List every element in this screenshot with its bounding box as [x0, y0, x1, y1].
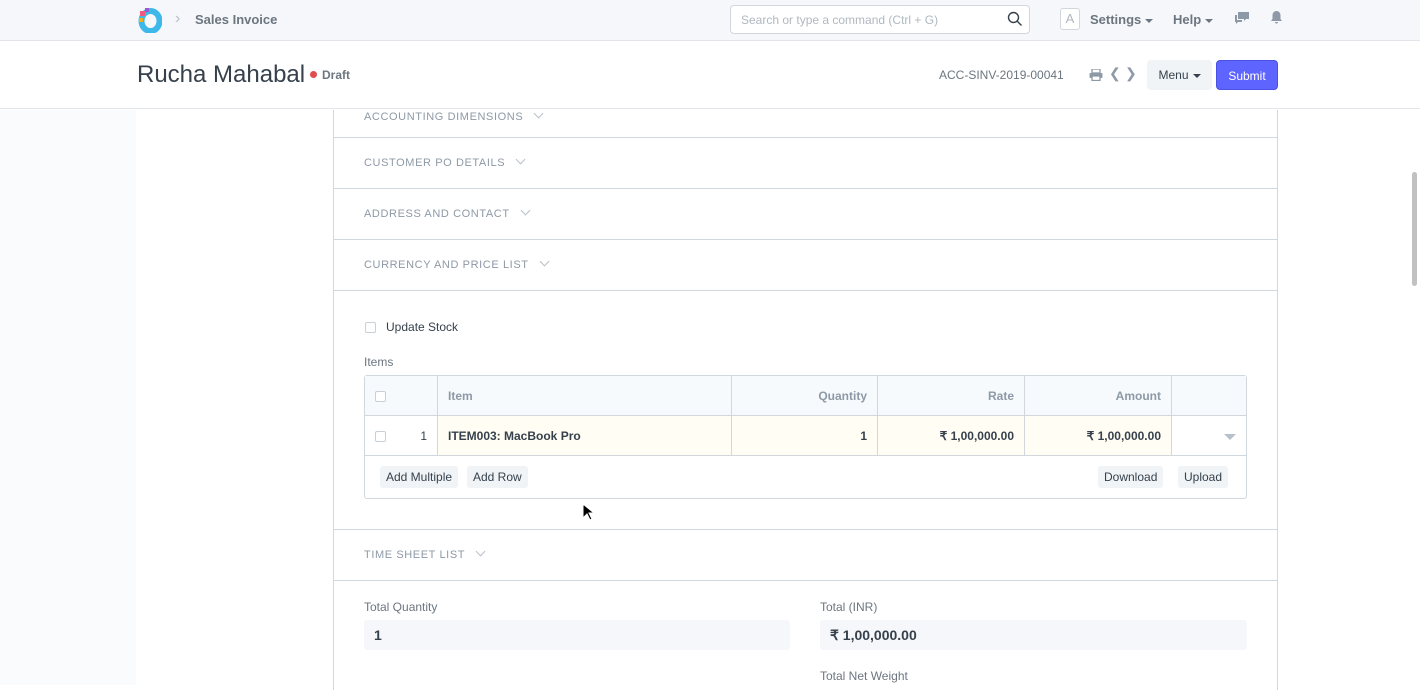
app-logo[interactable] [137, 6, 162, 33]
section-address-and-contact[interactable]: ADDRESS AND CONTACT [334, 189, 1277, 240]
add-multiple-button[interactable]: Add Multiple [380, 466, 459, 488]
total-net-weight-label: Total Net Weight [820, 669, 908, 683]
page-header: Rucha Mahabal Draft ACC-SINV-2019-00041 … [0, 41, 1420, 109]
download-button[interactable]: Download [1098, 466, 1164, 488]
section-label: CUSTOMER PO DETAILS [364, 157, 506, 169]
total-inr-label: Total (INR) [820, 600, 878, 614]
column-header-rate: Rate [878, 376, 1025, 415]
avatar[interactable]: A [1060, 8, 1080, 30]
caret-down-icon[interactable] [1224, 433, 1236, 440]
chevron-down-icon [539, 256, 550, 267]
upload-button[interactable]: Upload [1178, 466, 1229, 488]
column-header-item: Item [438, 376, 732, 415]
table-row[interactable]: 1 ITEM003: MacBook Pro 1 ₹ 1,00,000.00 ₹… [365, 416, 1246, 456]
settings-label: Settings [1090, 12, 1142, 27]
update-stock-label: Update Stock [386, 320, 459, 334]
chat-icon[interactable] [1234, 11, 1250, 25]
menu-button[interactable]: Menu [1147, 60, 1212, 90]
total-quantity-label: Total Quantity [364, 600, 438, 614]
select-all-checkbox[interactable] [375, 391, 386, 403]
caret-down-icon [1192, 73, 1201, 78]
breadcrumb-sales-invoice[interactable]: Sales Invoice [195, 12, 278, 27]
section-label: ACCOUNTING DIMENSIONS [364, 111, 524, 123]
caret-down-icon [1145, 18, 1154, 23]
column-header-quantity: Quantity [732, 376, 878, 415]
cell-quantity[interactable]: 1 [732, 416, 878, 455]
section-time-sheet-list[interactable]: TIME SHEET LIST [334, 530, 1277, 581]
chevron-down-icon [475, 546, 486, 557]
cell-item[interactable]: ITEM003: MacBook Pro [438, 416, 732, 455]
caret-down-icon [1205, 18, 1214, 23]
mouse-cursor-icon [582, 503, 594, 521]
submit-button[interactable]: Submit [1216, 60, 1278, 90]
table-header: Item Quantity Rate Amount [365, 376, 1246, 416]
section-label: TIME SHEET LIST [364, 549, 466, 561]
cell-amount[interactable]: ₹ 1,00,000.00 [1025, 416, 1172, 455]
section-currency-and-price-list[interactable]: CURRENCY AND PRICE LIST [334, 240, 1277, 291]
items-table: Item Quantity Rate Amount 1 ITEM003: Mac… [364, 375, 1247, 499]
total-inr-field: ₹ 1,00,000.00 [820, 620, 1247, 650]
settings-dropdown[interactable]: Settings [1090, 12, 1154, 27]
chevron-down-icon [520, 205, 531, 216]
divider [334, 529, 1277, 530]
status-dot [310, 71, 317, 78]
update-stock-checkbox[interactable] [365, 322, 376, 333]
chevron-right-icon: › [175, 10, 181, 27]
row-edit-cell[interactable] [1172, 416, 1246, 455]
search-input[interactable]: Search or type a command (Ctrl + G) [730, 5, 1030, 34]
sidebar [0, 110, 136, 685]
help-label: Help [1173, 12, 1202, 27]
status-text: Draft [322, 68, 351, 82]
row-index: 1 [420, 429, 427, 443]
form-body: ACCOUNTING DIMENSIONS CUSTOMER PO DETAIL… [333, 108, 1278, 690]
search-placeholder: Search or type a command (Ctrl + G) [741, 13, 939, 27]
row-checkbox[interactable] [375, 431, 386, 443]
select-all-cell [365, 376, 438, 415]
chevron-down-icon [533, 108, 544, 119]
status-badge: Draft [310, 68, 350, 82]
menu-label: Menu [1158, 68, 1189, 82]
next-icon[interactable]: ❯ [1125, 65, 1137, 81]
section-accounting-dimensions[interactable]: ACCOUNTING DIMENSIONS [334, 108, 1277, 138]
column-header-actions [1172, 376, 1246, 415]
total-quantity-field: 1 [364, 620, 790, 650]
chevron-down-icon [515, 154, 526, 165]
navbar: › Sales Invoice Search or type a command… [0, 0, 1420, 41]
add-row-button[interactable]: Add Row [467, 466, 528, 488]
column-header-amount: Amount [1025, 376, 1172, 415]
section-label: CURRENCY AND PRICE LIST [364, 259, 529, 271]
print-icon[interactable] [1089, 69, 1103, 81]
help-dropdown[interactable]: Help [1173, 12, 1214, 27]
row-select-cell: 1 [365, 416, 438, 455]
cell-rate[interactable]: ₹ 1,00,000.00 [878, 416, 1025, 455]
table-footer: Add Multiple Add Row Download Upload [365, 456, 1246, 498]
document-name: ACC-SINV-2019-00041 [939, 68, 1064, 82]
section-customer-po-details[interactable]: CUSTOMER PO DETAILS [334, 138, 1277, 189]
search-icon [1007, 11, 1022, 26]
page-title: Rucha Mahabal [137, 61, 306, 88]
page-scrollbar[interactable] [1412, 172, 1417, 286]
section-label: ADDRESS AND CONTACT [364, 208, 510, 220]
bell-icon[interactable] [1270, 10, 1283, 24]
items-label: Items [364, 355, 394, 369]
previous-icon[interactable]: ❮ [1109, 65, 1121, 81]
